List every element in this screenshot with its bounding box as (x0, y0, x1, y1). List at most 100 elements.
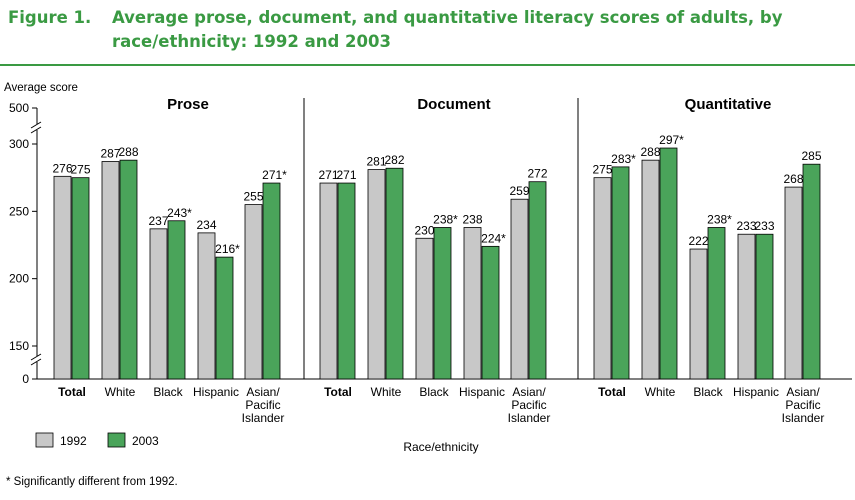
data-label: 238* (433, 212, 458, 226)
data-label: 259 (509, 184, 529, 198)
bar-1992 (244, 204, 263, 380)
axis-break-mark (30, 353, 42, 361)
category-label: White (371, 385, 402, 399)
axis-break-mark (30, 358, 42, 366)
bar-1992 (463, 227, 482, 380)
data-label: 243* (167, 206, 192, 220)
bar-1992 (689, 248, 708, 380)
data-label: 271 (318, 168, 338, 182)
panel-title: Prose (167, 96, 209, 113)
bar-2003 (167, 220, 186, 380)
data-label: 272 (527, 167, 547, 181)
data-label: 281 (366, 155, 386, 169)
y-tick-label: 250 (9, 204, 29, 218)
bar-2003 (802, 163, 821, 380)
y-tick-label: 300 (9, 137, 29, 151)
data-label: 297* (659, 133, 684, 147)
data-label: 224* (481, 231, 506, 245)
data-label: 282 (384, 153, 404, 167)
bar-2003 (433, 227, 452, 380)
bar-1992 (319, 182, 338, 380)
category-label: White (645, 385, 676, 399)
category-label: Hispanic (459, 385, 505, 399)
bar-1992 (641, 159, 660, 380)
data-label: 288 (640, 145, 660, 159)
figure-label: Figure 1. (8, 8, 92, 27)
title-rule (0, 64, 855, 66)
figure-title-line1: Average prose, document, and quantitativ… (112, 8, 783, 27)
category-label: Hispanic (193, 385, 239, 399)
y-tick-label: 150 (9, 339, 29, 353)
bar-2003 (755, 233, 774, 380)
category-label: Asian/ (512, 385, 546, 399)
data-label: 222 (688, 234, 708, 248)
bar-1992 (197, 232, 216, 380)
category-label: Black (693, 385, 723, 399)
category-label: Islander (782, 411, 825, 425)
data-label: 268 (783, 172, 803, 186)
data-label: 287 (100, 147, 120, 161)
bar-2003 (262, 182, 281, 380)
footnote: * Significantly different from 1992. (6, 476, 178, 488)
axis-break-gap (31, 124, 43, 130)
bar-1992 (784, 186, 803, 380)
y-tick-label: 500 (9, 101, 29, 115)
data-label: 234 (196, 218, 216, 232)
bar-2003 (119, 159, 138, 380)
data-label: 283* (611, 152, 636, 166)
bar-1992 (367, 169, 386, 380)
category-label: Asian/ (786, 385, 820, 399)
category-label: Total (598, 385, 626, 399)
category-label: Black (153, 385, 183, 399)
bar-2003 (611, 166, 630, 380)
bar-1992 (593, 177, 612, 380)
bar-2003 (385, 167, 404, 380)
figure-title: Figure 1. Average prose, document, and qu… (8, 6, 848, 54)
bar-1992 (53, 175, 72, 380)
category-label: Pacific (785, 398, 820, 412)
axis-break-gap (31, 356, 43, 362)
data-label: 288 (118, 145, 138, 159)
bar-2003 (337, 182, 356, 380)
figure-title-line2: race/ethnicity: 1992 and 2003 (112, 32, 391, 51)
bar-1992 (149, 228, 168, 380)
category-label: Total (58, 385, 86, 399)
data-label: 255 (243, 190, 263, 204)
data-label: 238* (707, 212, 732, 226)
category-label: Hispanic (733, 385, 779, 399)
data-label: 275 (70, 163, 90, 177)
bar-1992 (737, 233, 756, 380)
category-label: Islander (508, 411, 551, 425)
x-axis-label: Race/ethnicity (403, 440, 478, 454)
category-label: Asian/ (246, 385, 280, 399)
legend-swatch-2003 (107, 432, 126, 448)
data-label: 271 (336, 168, 356, 182)
y-axis-label: Average score (4, 82, 78, 94)
legend-swatch-1992 (35, 432, 54, 448)
legend-label-2003: 2003 (132, 434, 159, 448)
data-label: 276 (52, 161, 72, 175)
bar-1992 (415, 237, 434, 380)
data-label: 237 (148, 214, 168, 228)
data-label: 238 (462, 212, 482, 226)
category-label: Pacific (511, 398, 546, 412)
data-label: 285 (801, 149, 821, 163)
category-label: Islander (242, 411, 285, 425)
category-label: Total (324, 385, 352, 399)
data-label: 275 (592, 163, 612, 177)
y-tick-label: 0 (22, 372, 29, 386)
data-label: 233 (754, 219, 774, 233)
category-label: White (105, 385, 136, 399)
bar-2003 (215, 256, 234, 380)
data-label: 230 (414, 223, 434, 237)
bar-1992 (510, 198, 529, 380)
panel-title: Quantitative (685, 96, 772, 113)
data-label: 216* (215, 242, 240, 256)
axis-break-mark (30, 121, 42, 129)
data-label: 271* (262, 168, 287, 182)
bar-2003 (528, 181, 547, 380)
bar-2003 (481, 245, 500, 380)
y-tick-label: 200 (9, 272, 29, 286)
axis-break-mark (30, 126, 42, 134)
